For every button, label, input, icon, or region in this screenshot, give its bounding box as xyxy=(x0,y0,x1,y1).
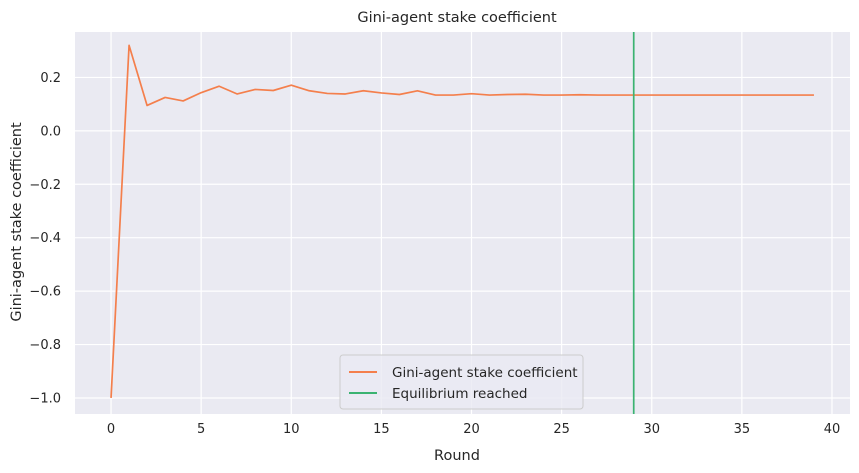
x-ticks: 0 5 10 15 20 25 30 35 40 xyxy=(107,422,840,437)
series-layer xyxy=(110,32,814,414)
y-tick-label: −0.4 xyxy=(29,231,61,246)
x-axis-title: Round xyxy=(434,448,480,464)
x-tick-label: 35 xyxy=(734,422,751,437)
x-tick-label: 10 xyxy=(283,422,300,437)
x-tick-label: 30 xyxy=(643,422,660,437)
y-tick-label: 0.2 xyxy=(40,71,61,86)
x-tick-label: 0 xyxy=(107,422,115,437)
legend-box xyxy=(339,354,584,410)
y-tick-label: −0.8 xyxy=(29,338,61,353)
y-tick-label: −1.0 xyxy=(29,391,61,406)
y-axis-title: Gini-agent stake coefficient xyxy=(9,122,25,322)
x-tick-label: 15 xyxy=(373,422,390,437)
y-tick-label: 0.0 xyxy=(40,124,61,139)
legend: Gini-agent stake coefficient Equilibrium… xyxy=(339,354,584,410)
x-tick-label: 40 xyxy=(824,422,841,437)
y-tick-label: −0.2 xyxy=(29,178,61,193)
y-ticks: −1.0 −0.8 −0.6 −0.4 −0.2 0.0 0.2 xyxy=(29,71,61,407)
legend-label-gini: Gini-agent stake coefficient xyxy=(392,365,578,381)
y-tick-label: −0.6 xyxy=(29,285,61,300)
legend-label-equilibrium: Equilibrium reached xyxy=(392,386,527,402)
series-line-gini xyxy=(110,44,814,399)
x-tick-label: 25 xyxy=(553,422,570,437)
x-tick-label: 20 xyxy=(463,422,480,437)
x-tick-label: 5 xyxy=(197,422,205,437)
chart-title: Gini-agent stake coefficient xyxy=(357,10,557,26)
